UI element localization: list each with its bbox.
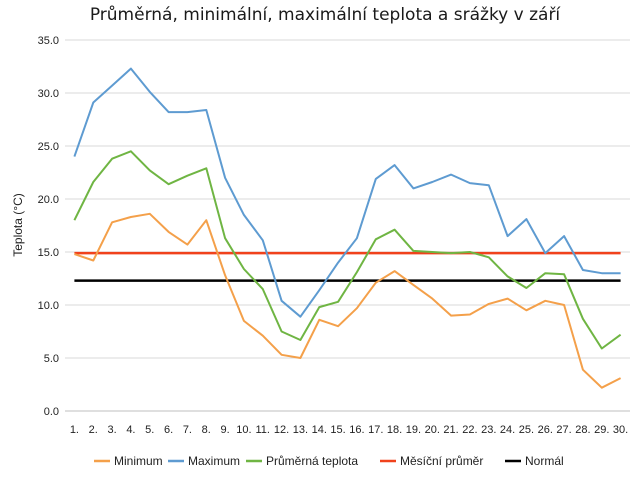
x-tick-label: 29. [594, 424, 609, 436]
x-tick-label: 11. [256, 424, 270, 436]
legend: Minimum Maximum Průměrná teplota Měsíční pr… [94, 454, 564, 468]
legend-label: Průměrná teplota [266, 454, 358, 468]
x-tick-label: 23. [481, 424, 496, 436]
chart-title: Průměrná, minimální, maximální teplota a… [90, 5, 562, 25]
series-lines [73, 67, 622, 389]
x-tick-label: 19. [406, 424, 421, 436]
x-tick-label: 24. [500, 424, 515, 436]
x-tick-label: 8. [202, 424, 211, 436]
x-tick-label: 21. [443, 424, 458, 436]
legend-label: Normál [525, 454, 564, 468]
x-tick-label: 4. [126, 424, 135, 436]
x-tick-label: 26. [538, 424, 553, 436]
y-tick-label: 5.0 [44, 353, 59, 365]
series-line-minimum [74, 212, 622, 389]
x-tick-label: 10. [236, 424, 251, 436]
y-tick-label: 35.0 [38, 35, 59, 47]
x-tick-label: 30. [613, 424, 628, 436]
x-tick-label: 12. [274, 424, 289, 436]
y-axis-ticks: 0.0 5.0 10.0 15.0 20.0 25.0 30.0 35.0 [38, 35, 59, 418]
x-tick-label: 14. [312, 424, 327, 436]
y-axis-label: Teplota (°C) [11, 193, 25, 257]
y-tick-label: 10.0 [38, 300, 59, 312]
series-line-maximum [73, 67, 621, 318]
x-tick-label: 13. [293, 424, 308, 436]
x-tick-label: 20. [425, 424, 440, 436]
x-tick-label: 9. [220, 424, 229, 436]
x-tick-label: 1. [70, 424, 79, 436]
x-tick-label: 16. [349, 424, 364, 436]
x-tick-label: 15. [330, 424, 345, 436]
x-tick-label: 18. [387, 424, 402, 436]
x-tick-label: 6. [164, 424, 173, 436]
x-tick-label: 5. [145, 424, 154, 436]
y-tick-label: 15.0 [38, 247, 59, 259]
gridlines [65, 39, 630, 412]
legend-label: Měsíční průměr [400, 454, 483, 468]
x-axis-ticks: 1. 2. 3. 4. 5. 6. 7. 8. 9. 10. 11. 12. 13. 14. 15. 16. 1… [65, 410, 630, 436]
x-tick-label: 28. [575, 424, 590, 436]
legend-label: Minimum [114, 454, 163, 468]
x-tick-label: 3. [107, 424, 116, 436]
x-tick-label: 7. [183, 424, 192, 436]
x-tick-label: 17. [368, 424, 383, 436]
y-tick-label: 0.0 [44, 406, 59, 418]
x-tick-label: 22. [462, 424, 477, 436]
y-tick-label: 25.0 [38, 141, 59, 153]
series-line-prumerna-teplota [73, 150, 622, 350]
y-tick-label: 30.0 [38, 88, 59, 100]
y-tick-label: 20.0 [38, 194, 59, 206]
x-tick-label: 27. [556, 424, 571, 436]
x-tick-label: 2. [89, 424, 98, 436]
x-tick-label: 25. [519, 424, 534, 436]
legend-label: Maximum [188, 454, 240, 468]
